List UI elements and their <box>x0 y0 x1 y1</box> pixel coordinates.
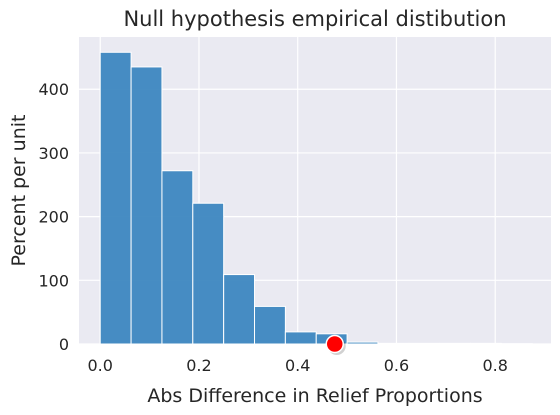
histogram-bar-9 <box>377 342 410 345</box>
histogram-bar-10 <box>408 342 441 345</box>
x-tick-label-3: 0.6 <box>384 356 409 375</box>
histogram-bar-11 <box>439 342 472 345</box>
histogram-bar-6 <box>284 331 317 345</box>
x-tick-labels: 0.0 0.2 0.4 0.6 0.8 <box>88 356 508 375</box>
histogram-bar-4 <box>223 274 256 345</box>
histogram-bar-1 <box>130 66 163 345</box>
y-tick-label-1: 100 <box>38 271 69 290</box>
histogram-bar-12 <box>470 342 502 345</box>
y-tick-labels: 0 100 200 300 400 <box>38 80 69 354</box>
histogram-bar-0 <box>99 51 132 345</box>
y-tick-label-3: 300 <box>38 144 69 163</box>
x-tick-label-1: 0.2 <box>186 356 211 375</box>
observed-statistic-marker <box>325 334 346 355</box>
histogram-bars <box>99 51 533 345</box>
y-tick-label-4: 400 <box>38 80 69 99</box>
histogram-bar-3 <box>192 202 225 345</box>
y-tick-label-2: 200 <box>38 208 69 227</box>
histogram-bar-5 <box>254 305 286 345</box>
chart-title: Null hypothesis empirical distibution <box>123 7 506 31</box>
x-tick-label-2: 0.4 <box>285 356 310 375</box>
x-tick-label-4: 0.8 <box>482 356 507 375</box>
x-axis-label: Abs Difference in Relief Proportions <box>147 385 482 407</box>
histogram-bar-2 <box>161 170 194 345</box>
y-tick-label-0: 0 <box>59 335 69 354</box>
y-axis-label: Percent per unit <box>8 115 30 267</box>
observed-point <box>325 334 344 354</box>
histogram-bar-8 <box>346 341 379 345</box>
x-tick-label-0: 0.0 <box>88 356 113 375</box>
